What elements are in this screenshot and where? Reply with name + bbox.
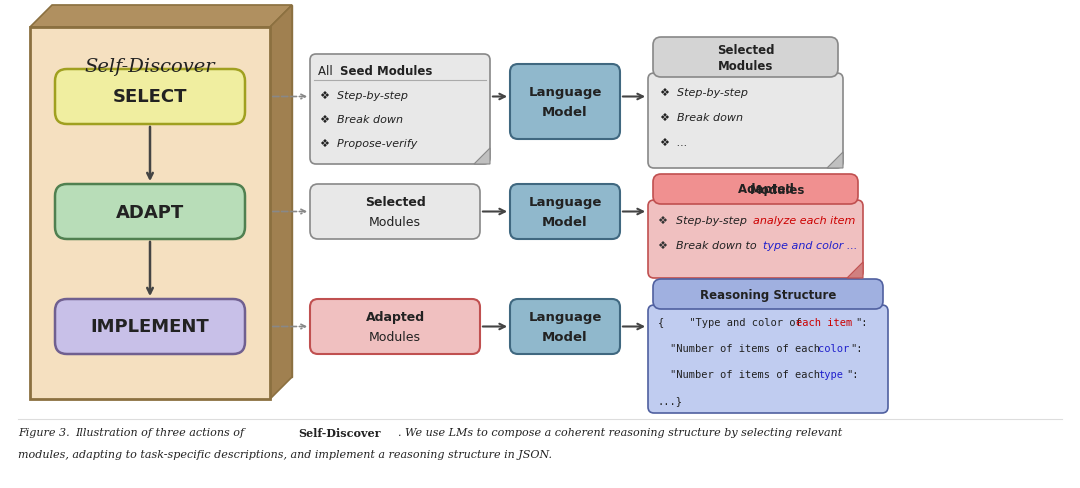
Polygon shape [270, 6, 292, 399]
FancyBboxPatch shape [648, 201, 863, 279]
FancyBboxPatch shape [55, 70, 245, 125]
Text: ":: ": [855, 317, 867, 327]
FancyBboxPatch shape [55, 299, 245, 354]
Text: ❖  Break down: ❖ Break down [320, 115, 403, 125]
Text: Modules: Modules [369, 216, 421, 228]
Text: ADAPT: ADAPT [116, 203, 184, 221]
Text: Self-Discover: Self-Discover [298, 427, 380, 438]
Text: Illustration of three actions of: Illustration of three actions of [75, 427, 247, 437]
FancyBboxPatch shape [55, 184, 245, 240]
Text: ❖  Propose-verify: ❖ Propose-verify [320, 139, 417, 149]
Text: Model: Model [542, 216, 588, 228]
Text: Modules: Modules [369, 330, 421, 343]
Text: Adapted: Adapted [365, 310, 424, 324]
Text: SELECT: SELECT [112, 88, 187, 106]
Text: Seed Modules: Seed Modules [340, 65, 432, 78]
FancyBboxPatch shape [30, 28, 270, 399]
Text: Adapted: Adapted [738, 183, 797, 196]
Text: . We use LMs to compose a coherent reasoning structure by selecting relevant: . We use LMs to compose a coherent reaso… [399, 427, 842, 437]
Text: color: color [818, 343, 849, 353]
FancyBboxPatch shape [310, 184, 480, 240]
Text: "Number of items of each: "Number of items of each [670, 369, 826, 379]
Text: Break down to: Break down to [676, 241, 760, 250]
Polygon shape [30, 6, 292, 28]
Text: ❖  ...: ❖ ... [660, 138, 688, 148]
Polygon shape [474, 149, 490, 164]
Text: Self-Discover: Self-Discover [84, 58, 215, 76]
Text: ❖  Step-by-step: ❖ Step-by-step [320, 91, 408, 101]
Text: Language: Language [528, 196, 602, 208]
Text: ❖: ❖ [658, 216, 675, 225]
Polygon shape [847, 263, 863, 279]
FancyBboxPatch shape [310, 55, 490, 164]
FancyBboxPatch shape [653, 175, 858, 204]
Text: ❖  Step-by-step: ❖ Step-by-step [660, 88, 748, 98]
Text: IMPLEMENT: IMPLEMENT [91, 318, 210, 336]
Text: ❖: ❖ [658, 241, 675, 250]
Text: ...}: ...} [658, 395, 683, 405]
FancyBboxPatch shape [510, 184, 620, 240]
Text: modules, adapting to task-specific descriptions, and implement a reasoning struc: modules, adapting to task-specific descr… [18, 449, 552, 459]
Text: type and color ...: type and color ... [762, 241, 858, 250]
Text: Step-by-step: Step-by-step [676, 216, 751, 225]
Text: Selected: Selected [365, 196, 426, 208]
Text: Model: Model [542, 106, 588, 119]
Text: {    "Type and color of: { "Type and color of [658, 317, 808, 327]
Text: each item: each item [796, 317, 852, 327]
Text: "Number of items of each: "Number of items of each [670, 343, 826, 353]
Text: analyze each item: analyze each item [753, 216, 855, 225]
FancyBboxPatch shape [310, 299, 480, 354]
Text: ":: ": [846, 369, 859, 379]
Polygon shape [52, 6, 292, 377]
Polygon shape [827, 153, 843, 169]
Text: All: All [318, 65, 337, 78]
FancyBboxPatch shape [648, 305, 888, 413]
FancyBboxPatch shape [510, 65, 620, 140]
FancyBboxPatch shape [653, 280, 883, 309]
FancyBboxPatch shape [510, 299, 620, 354]
Text: Selected
Modules: Selected Modules [717, 43, 774, 72]
Text: ":: ": [850, 343, 863, 353]
FancyBboxPatch shape [653, 38, 838, 78]
Text: Reasoning Structure: Reasoning Structure [700, 288, 836, 301]
Text: Model: Model [542, 330, 588, 343]
Text: Language: Language [528, 86, 602, 99]
Text: Modules: Modules [750, 183, 806, 196]
FancyBboxPatch shape [648, 74, 843, 169]
Text: Figure 3.: Figure 3. [18, 427, 73, 437]
Text: ❖  Break down: ❖ Break down [660, 113, 743, 123]
Text: Language: Language [528, 310, 602, 324]
Text: type: type [818, 369, 843, 379]
